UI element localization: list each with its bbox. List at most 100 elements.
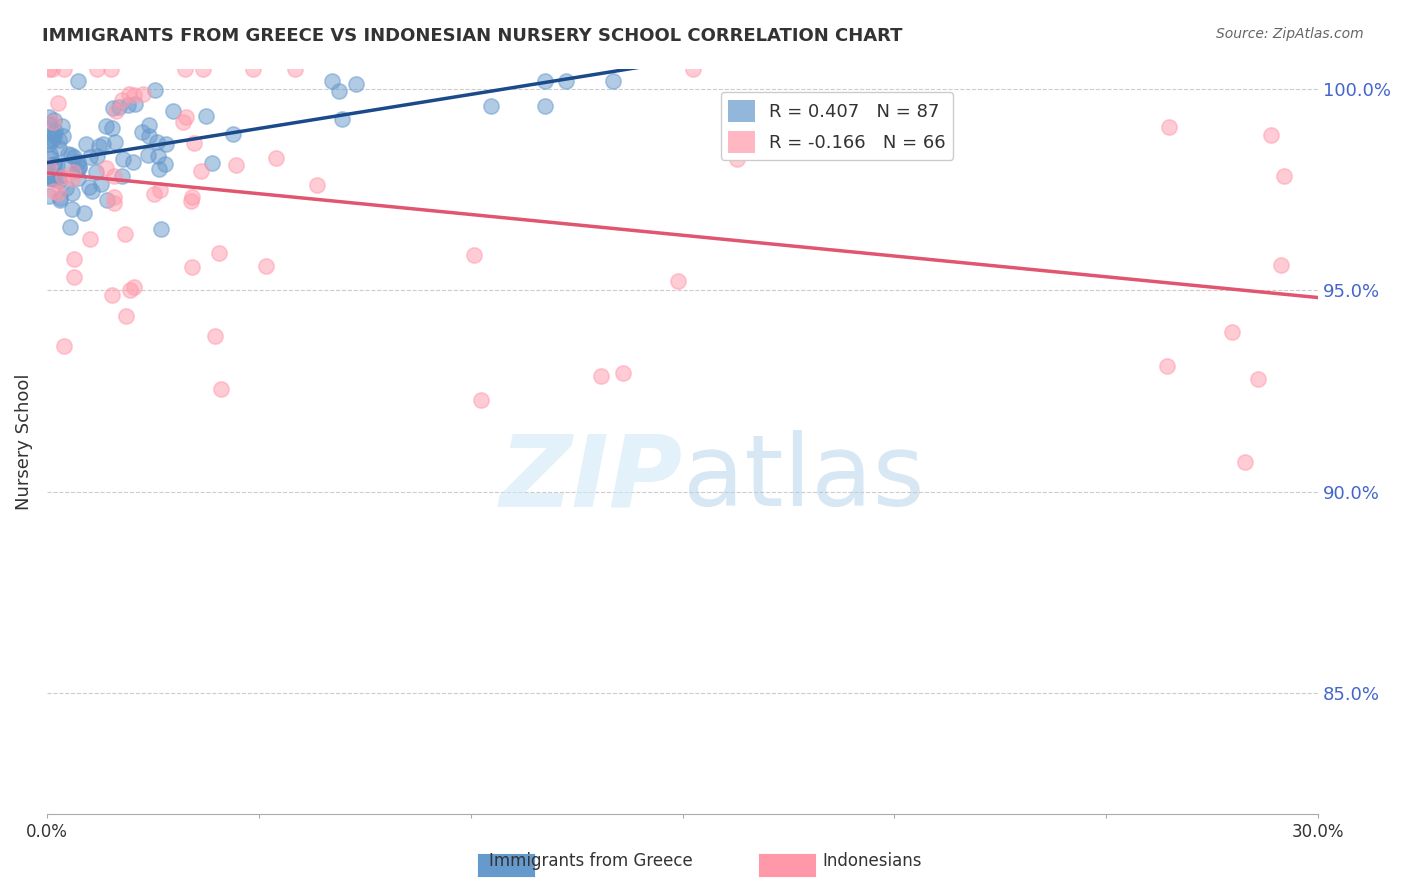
Point [86, 62, 108, 76]
Point [115, 309, 138, 323]
Point [62, 165, 84, 179]
Point [77, 180, 100, 194]
Point [155, 137, 177, 152]
Point [1260, 128, 1282, 142]
Point [204, 329, 226, 343]
Point [46, 158, 69, 172]
Point [101, 101, 124, 115]
Point [49, 194, 72, 208]
Point [39, 151, 62, 165]
Point [114, 227, 136, 241]
Text: ZIP: ZIP [499, 430, 682, 527]
Point [103, 195, 125, 210]
Point [1246, 371, 1268, 385]
Point [38, 62, 60, 76]
Point [149, 183, 172, 197]
Point [1220, 325, 1243, 339]
Point [201, 155, 224, 169]
Point [38, 160, 60, 174]
Point [150, 222, 173, 236]
Point [190, 163, 212, 178]
Point [41, 127, 63, 141]
Point [118, 87, 141, 101]
Point [1270, 258, 1292, 272]
Point [180, 194, 202, 208]
Point [96, 193, 118, 207]
Point [100, 62, 122, 76]
Point [79, 231, 101, 245]
Point [62, 150, 84, 164]
Point [56, 146, 79, 161]
Point [112, 152, 135, 166]
Point [534, 73, 557, 87]
Point [60, 202, 83, 217]
Point [602, 73, 624, 87]
Point [42, 115, 65, 129]
Point [39, 147, 62, 161]
Point [42, 157, 65, 171]
Point [46, 95, 69, 110]
Point [48, 174, 70, 188]
Point [555, 73, 578, 87]
Point [44, 158, 66, 172]
Text: atlas: atlas [682, 430, 924, 527]
Point [344, 78, 367, 92]
Point [207, 246, 229, 260]
Point [60, 148, 83, 162]
Point [96, 161, 118, 175]
Point [138, 118, 160, 132]
Point [682, 62, 704, 76]
Point [1272, 169, 1295, 183]
Point [38, 118, 60, 132]
Point [60, 186, 83, 200]
Point [42, 184, 65, 198]
Point [105, 104, 128, 119]
Point [183, 136, 205, 150]
Point [39, 168, 62, 182]
Point [1157, 120, 1180, 134]
Point [52, 169, 75, 184]
Point [321, 73, 343, 87]
Point [73, 205, 96, 219]
Point [48, 133, 70, 147]
Point [38, 136, 60, 151]
Point [111, 93, 134, 107]
Point [132, 87, 155, 101]
Point [136, 148, 159, 162]
Point [330, 112, 353, 126]
Point [195, 109, 218, 123]
Point [264, 151, 287, 165]
Y-axis label: Nursery School: Nursery School [15, 373, 32, 509]
Point [63, 269, 86, 284]
Point [148, 162, 170, 177]
Point [48, 140, 70, 154]
Point [305, 178, 328, 192]
Point [101, 288, 124, 302]
Point [725, 152, 748, 166]
Point [225, 158, 247, 172]
Point [470, 392, 492, 407]
Point [284, 62, 307, 76]
Point [108, 100, 131, 114]
Point [42, 128, 65, 143]
Point [90, 177, 112, 191]
Point [67, 161, 90, 175]
Point [103, 169, 125, 183]
Point [142, 187, 165, 202]
Point [38, 189, 60, 203]
Point [48, 169, 70, 184]
Text: Source: ZipAtlas.com: Source: ZipAtlas.com [1216, 27, 1364, 41]
Point [48, 191, 70, 205]
Point [1234, 455, 1257, 469]
Point [181, 260, 204, 274]
Point [41, 132, 63, 146]
Point [53, 339, 76, 353]
Point [122, 88, 145, 103]
Point [41, 62, 63, 76]
Point [162, 104, 184, 119]
Point [87, 138, 110, 153]
Point [122, 155, 145, 169]
Point [51, 119, 73, 133]
Point [101, 121, 124, 136]
Point [254, 260, 277, 274]
